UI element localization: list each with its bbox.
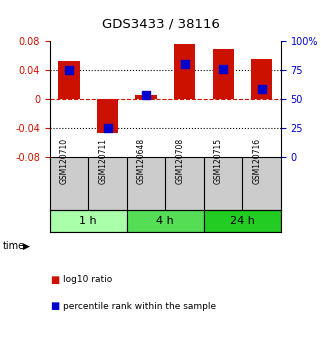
Text: 24 h: 24 h: [230, 216, 255, 226]
Text: time: time: [3, 241, 25, 251]
Bar: [127, 210, 204, 232]
Point: [66, 67, 72, 73]
Text: GSM120710: GSM120710: [60, 138, 69, 184]
Bar: [204, 210, 281, 232]
Bar: [135, 95, 157, 99]
Bar: [50, 210, 127, 232]
Text: GDS3433 / 38116: GDS3433 / 38116: [101, 17, 220, 30]
Point: [143, 92, 149, 98]
Text: 1 h: 1 h: [80, 216, 97, 226]
Text: GSM120711: GSM120711: [99, 138, 108, 184]
Text: ■: ■: [50, 301, 59, 311]
Text: 4 h: 4 h: [156, 216, 174, 226]
Bar: [174, 44, 195, 99]
Bar: [97, 99, 118, 133]
Text: GSM120708: GSM120708: [176, 138, 185, 184]
Bar: [213, 50, 234, 99]
Point: [182, 61, 187, 67]
Bar: [58, 61, 80, 99]
Bar: [251, 59, 272, 99]
Text: ▶: ▶: [23, 241, 30, 251]
Text: log10 ratio: log10 ratio: [63, 275, 112, 284]
Point: [221, 66, 226, 72]
Point: [259, 87, 264, 92]
Text: GSM120715: GSM120715: [214, 138, 223, 184]
Point: [105, 125, 110, 131]
Text: percentile rank within the sample: percentile rank within the sample: [63, 302, 216, 311]
Text: GSM120716: GSM120716: [253, 138, 262, 184]
Text: ■: ■: [50, 275, 59, 285]
Text: GSM120648: GSM120648: [137, 138, 146, 184]
